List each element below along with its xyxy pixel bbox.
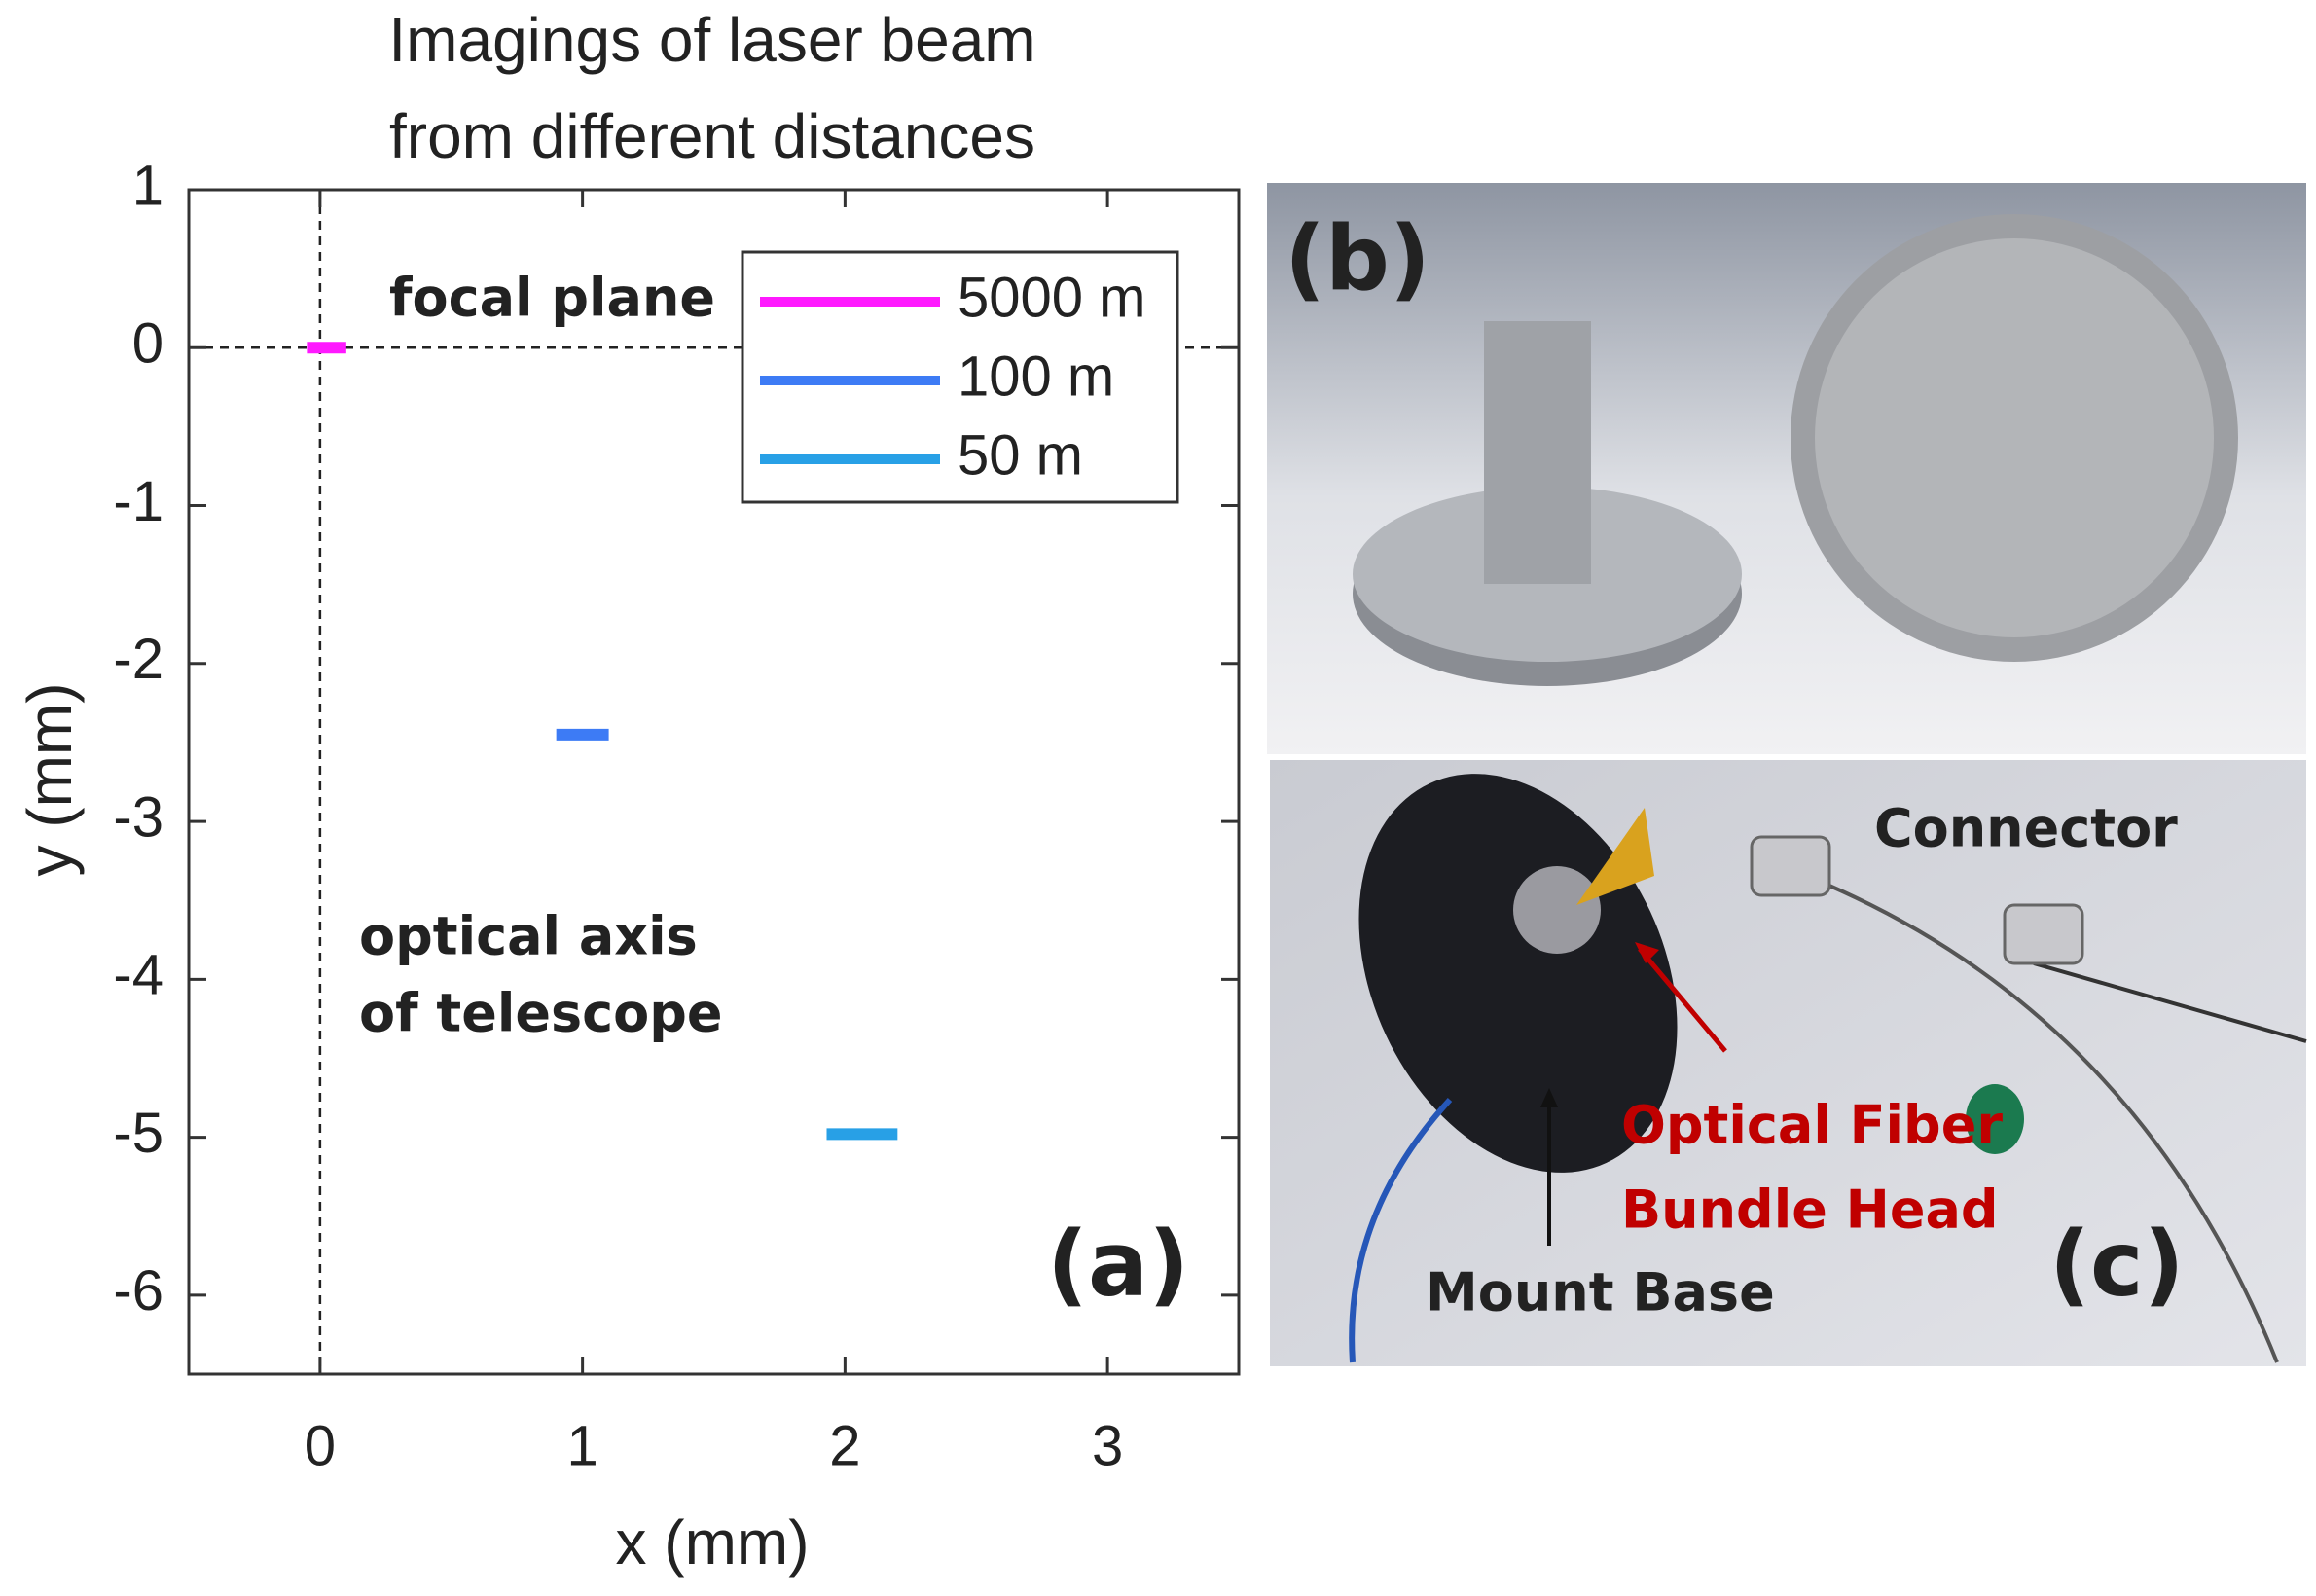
- y-tick-label: -6: [113, 1259, 163, 1323]
- annotation: Connector: [1874, 798, 2178, 859]
- photo-b: [1267, 183, 2306, 754]
- annotation: Bundle Head: [1621, 1179, 1999, 1241]
- legend-label: 5000 m: [958, 266, 1145, 329]
- x-axis-label: x (mm): [615, 1507, 809, 1578]
- x-tick-label: 0: [305, 1414, 336, 1477]
- y-tick-label: -1: [113, 470, 163, 533]
- annotation: focal plane: [389, 268, 715, 329]
- panel-label: (a): [1047, 1212, 1189, 1316]
- title-line: Imagings of laser beam: [388, 5, 1035, 75]
- annotation: optical axis: [359, 906, 698, 967]
- plot-frame: [187, 188, 1241, 1376]
- legend-label: 50 m: [958, 423, 1083, 487]
- panel-label: (b): [1285, 206, 1430, 310]
- title-line: from different distances: [389, 101, 1035, 171]
- annotation: Optical Fiber: [1621, 1095, 2003, 1156]
- annotation: of telescope: [359, 983, 723, 1044]
- legend-label: 100 m: [958, 345, 1114, 408]
- panel-label: (c): [2049, 1212, 2185, 1316]
- x-tick-label: 3: [1092, 1414, 1123, 1477]
- x-tick-label: 2: [829, 1414, 860, 1477]
- y-tick-label: -2: [113, 628, 163, 691]
- y-tick-label: -3: [113, 785, 163, 849]
- y-tick-label: -5: [113, 1102, 163, 1165]
- y-tick-label: 1: [132, 154, 163, 217]
- annotation: Mount Base: [1426, 1262, 1775, 1324]
- y-tick-label: -4: [113, 944, 163, 1007]
- x-tick-label: 1: [566, 1414, 597, 1477]
- y-tick-label: 0: [132, 312, 163, 376]
- photo-c: [1270, 760, 2307, 1366]
- y-axis-label: y (mm): [15, 682, 85, 876]
